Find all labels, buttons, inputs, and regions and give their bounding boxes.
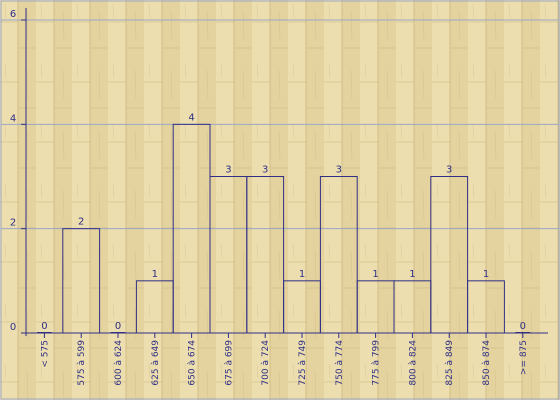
data-label: 1 [483,269,489,280]
x-tick-label: 800 à 824 [408,340,418,386]
data-label: 0 [115,321,121,332]
data-label: 1 [409,269,415,280]
data-label: 3 [336,165,342,176]
bar [467,280,505,334]
x-tick-label: 625 à 649 [151,340,161,386]
data-label: 1 [299,269,305,280]
data-label: 3 [446,165,452,176]
x-tick-label: 675 à 699 [224,340,234,386]
bar [319,176,358,334]
x-tick-label: < 575 [40,340,50,368]
bar [246,176,285,334]
y-tick-label: 4 [10,113,16,124]
x-tick-label: >= 875 [519,340,529,375]
x-tick-label: 775 à 799 [372,340,382,386]
x-tick-label: 650 à 674 [188,340,198,386]
bar [62,228,101,334]
data-label: 1 [152,269,158,280]
x-tick-label: 750 à 774 [335,340,345,386]
y-tick-label: 2 [10,218,16,229]
y-tick-label: 6 [10,9,16,20]
x-tick-label: 825 à 849 [445,340,455,386]
x-tick-label: 700 à 724 [261,340,271,386]
data-label: 3 [262,165,268,176]
data-label: 4 [188,112,194,123]
data-label: 1 [372,269,378,280]
data-label: 2 [78,217,84,228]
x-tick-label: 575 à 599 [77,340,87,386]
x-tick-label: 850 à 874 [482,340,492,386]
data-label: 0 [41,321,47,332]
x-tick-label: 600 à 624 [114,340,124,386]
data-label: 3 [225,165,231,176]
data-label: 0 [520,321,526,332]
y-tick-label: 0 [10,322,16,333]
bar [430,176,469,334]
x-tick-label: 725 à 749 [298,340,308,386]
